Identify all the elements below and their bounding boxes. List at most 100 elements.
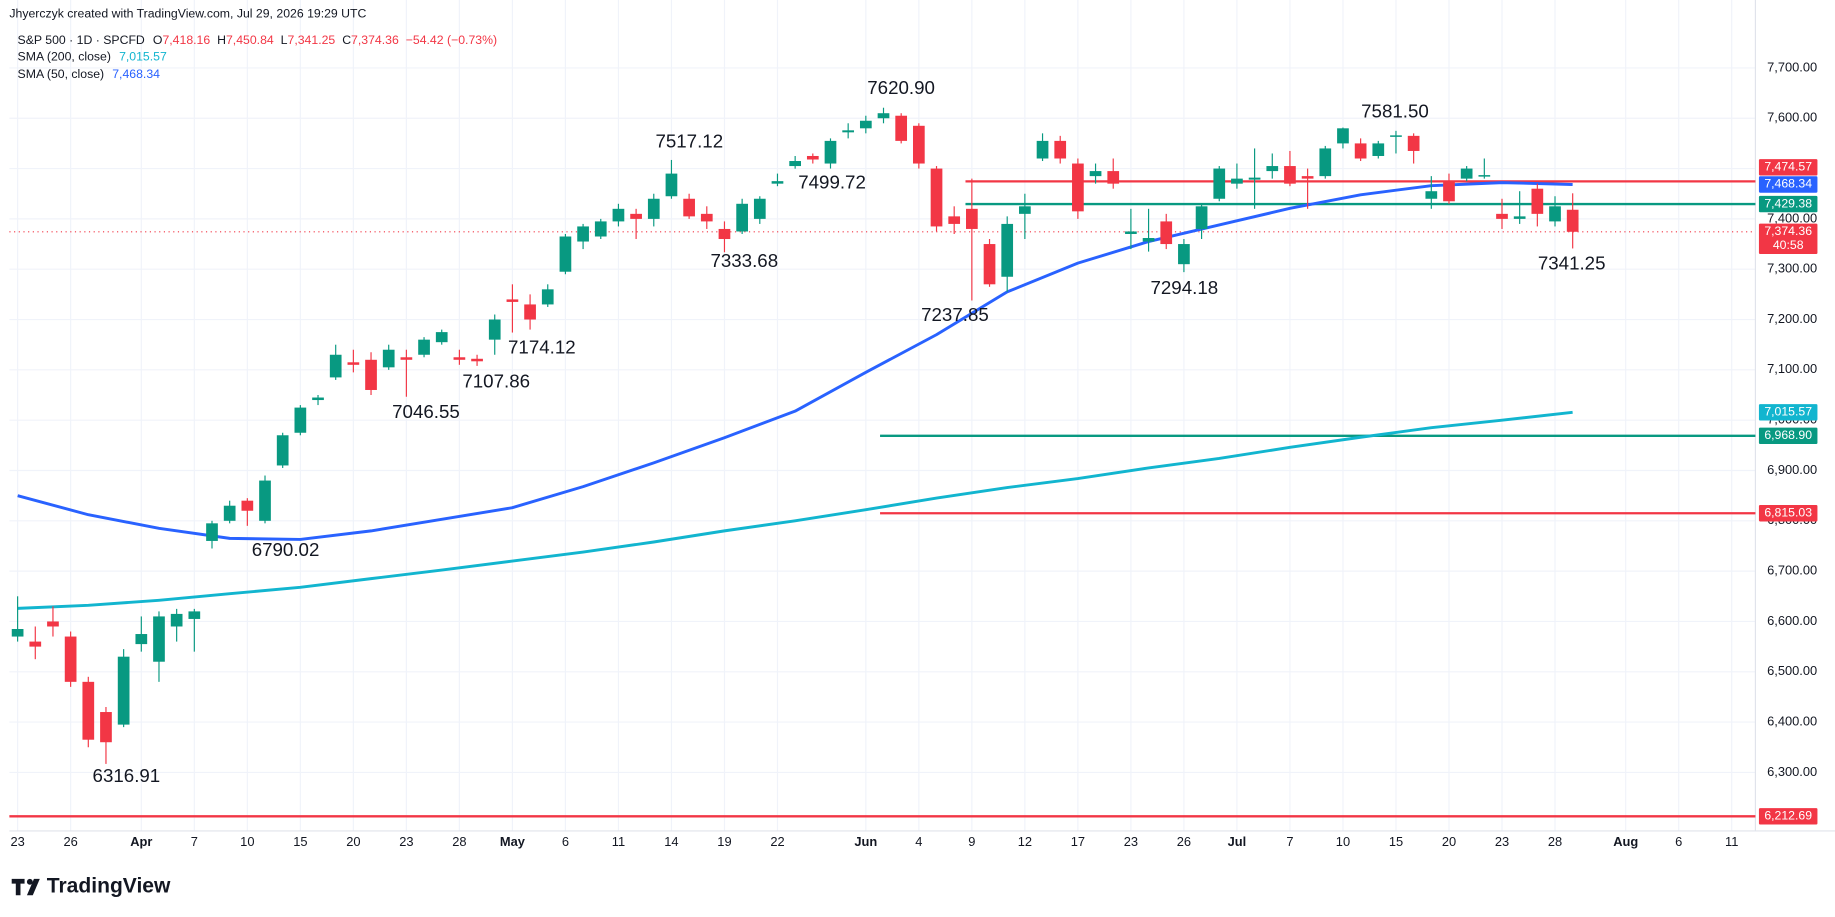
candle-body [400, 357, 413, 360]
candle-body [930, 168, 943, 227]
ohlc-key: H [217, 33, 226, 47]
sma-badge: 7,015.57 [1764, 405, 1812, 419]
price-annotation: 7517.12 [655, 131, 723, 152]
candle-body [1125, 231, 1137, 234]
candle-body [329, 354, 342, 378]
candle-body [683, 198, 695, 217]
candle-body [806, 155, 819, 160]
candle-body [700, 213, 713, 222]
sma-badge-bg [1758, 404, 1818, 421]
candle-body [241, 500, 254, 511]
level-badge-bg [1758, 505, 1818, 522]
y-tick-label: 6,900.00 [1767, 462, 1817, 477]
x-tick-label: 6 [562, 834, 569, 849]
candle-body [382, 349, 395, 368]
candle-body [541, 289, 554, 305]
candle-body [895, 115, 908, 141]
logo-shape [26, 878, 40, 896]
candle-body [294, 407, 307, 433]
price-annotation: 7237.85 [921, 304, 989, 325]
level-badge-bg [1758, 195, 1818, 213]
candle-body [1566, 209, 1579, 232]
y-tick-label: 7,400.00 [1767, 210, 1817, 225]
candle-body [842, 130, 855, 133]
candle-body [1178, 244, 1190, 265]
x-tick-label: 7 [1286, 834, 1293, 849]
level-badge-bg [1758, 808, 1818, 825]
x-tick-label: May [500, 834, 526, 849]
x-tick-label: Apr [130, 834, 152, 849]
candle-body [736, 203, 748, 232]
legend-value: 7,468.34 [112, 67, 160, 81]
price-annotation: 7620.90 [867, 77, 935, 98]
candle-body [647, 198, 660, 219]
candle-body [347, 362, 360, 365]
legend-value: 7,015.57 [119, 50, 167, 64]
last-price-badge: 7,374.36 [1764, 224, 1812, 238]
candle-body [259, 480, 271, 521]
legend-name: SMA (200, close) [18, 50, 111, 64]
candle-body [1284, 166, 1296, 184]
candle-body [718, 228, 731, 240]
candle-body [1478, 175, 1491, 177]
price-annotation: 7581.50 [1361, 100, 1429, 121]
level-badge: 6,212.69 [1764, 809, 1812, 823]
candle-body [29, 641, 42, 647]
x-tick-label: 11 [612, 834, 625, 849]
candle-body [1496, 213, 1508, 219]
price-annotation: 7499.72 [798, 172, 866, 193]
candle-body [135, 634, 148, 645]
logo-shape [26, 878, 33, 885]
x-tick-label: 15 [293, 834, 307, 849]
candle-body [948, 216, 961, 224]
symbol: S&P 500 · 1D · SPCFD [18, 33, 145, 47]
candle-body [771, 181, 784, 184]
credit: Jhyerczyk created with TradingView.com, … [9, 6, 366, 20]
x-tick-label: 23 [10, 834, 24, 849]
candle-body [1301, 176, 1314, 179]
y-tick-label: 6,300.00 [1767, 764, 1817, 779]
candle-body [1142, 238, 1155, 242]
ohlc-key: O [153, 33, 163, 47]
x-tick-label: 9 [968, 834, 975, 849]
candle-body [1195, 206, 1208, 229]
x-tick-label: 23 [1124, 834, 1138, 849]
y-tick-label: 6,700.00 [1767, 563, 1817, 578]
ohlc-value: 7,341.25 [288, 33, 336, 47]
last-price-badge-bg [1758, 223, 1818, 255]
candle-body [365, 359, 377, 390]
x-tick-label: 20 [346, 834, 360, 849]
candle-body [524, 304, 536, 320]
candle-body [11, 629, 24, 637]
y-tick-label: 7,100.00 [1767, 361, 1817, 376]
symbol-legend: S&P 500 · 1D · SPCFD O7,418.16 H7,450.84… [18, 33, 498, 47]
x-tick-label: 17 [1071, 834, 1085, 849]
candle-body [223, 505, 236, 521]
candle-body [1443, 181, 1455, 202]
sma-badge: 7,468.34 [1764, 177, 1812, 191]
candle-body [789, 161, 801, 167]
candle-body [665, 173, 678, 197]
candle-body [435, 332, 448, 343]
candle-body [1107, 171, 1120, 184]
candle-body [1072, 163, 1084, 212]
brand-logo [11, 878, 40, 896]
candle-body [1054, 140, 1067, 159]
candle-body [418, 339, 430, 355]
candle-body [64, 636, 77, 682]
price-annotation: 6790.02 [252, 539, 320, 560]
price-annotation: 7107.86 [462, 371, 530, 392]
candle-body [471, 358, 483, 362]
candle-body [153, 616, 165, 662]
ohlc-value: 7,450.84 [226, 33, 274, 47]
candle-body [1513, 216, 1526, 219]
x-tick-label: 19 [717, 834, 731, 849]
x-tick-label: 12 [1018, 834, 1032, 849]
ohlc-value: 7,418.16 [162, 33, 210, 47]
sma-legend: SMA (200, close) 7,015.57 [18, 50, 167, 64]
candle-body [966, 208, 978, 229]
candle-body [206, 523, 218, 541]
sma-line [17, 181, 1573, 541]
candle-body [1266, 166, 1279, 172]
